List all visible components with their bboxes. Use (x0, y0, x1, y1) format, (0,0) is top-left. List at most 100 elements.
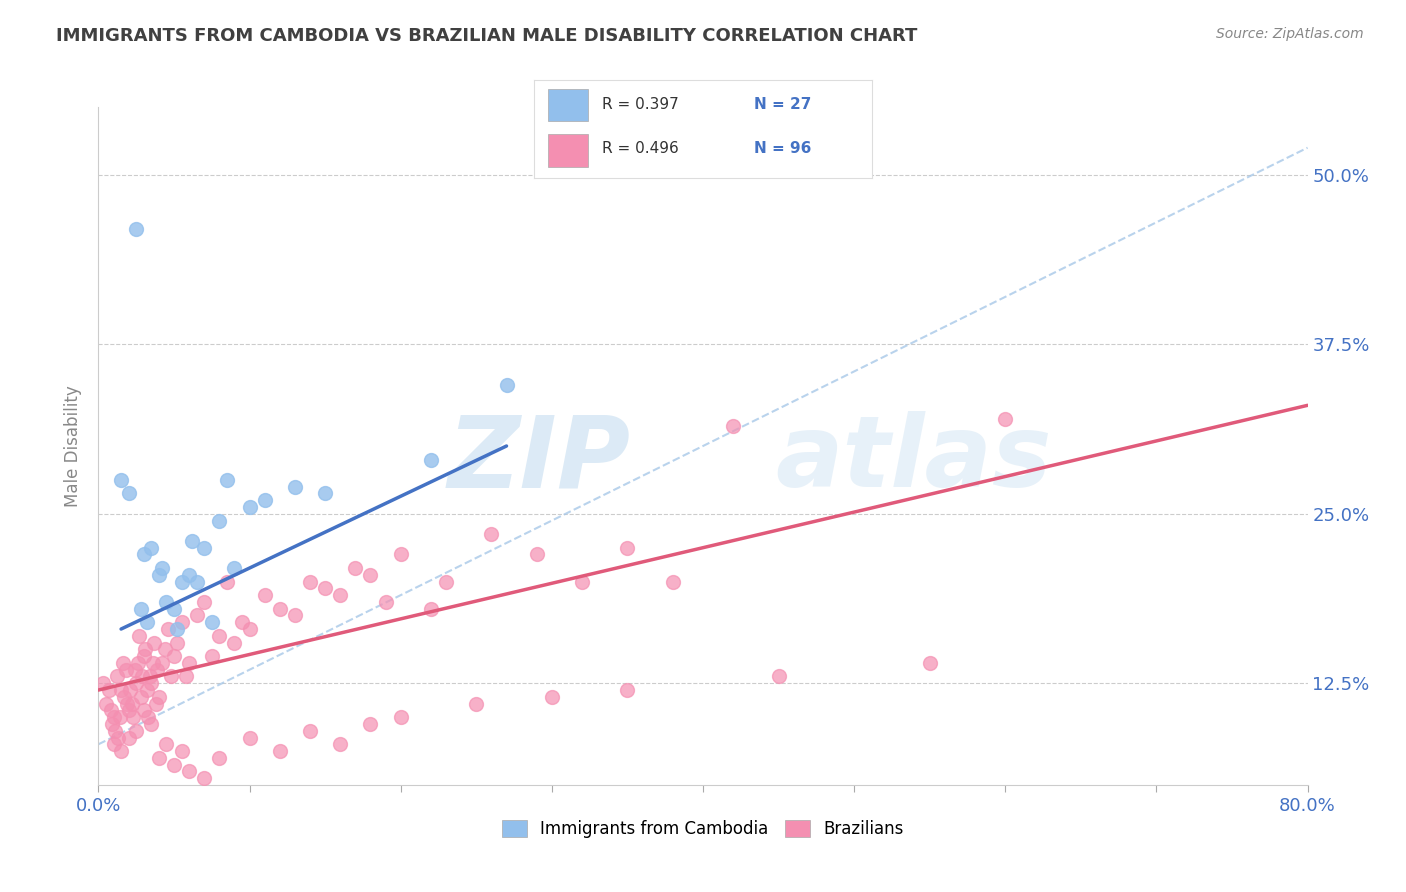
Point (110, 473, 132, 487)
Point (141, 717, 163, 731)
Point (142, 656, 165, 670)
Point (344, 561, 367, 575)
Point (135, 683, 157, 698)
Point (201, 615, 224, 630)
Point (146, 663, 169, 677)
Point (434, 574, 457, 589)
Point (314, 582, 336, 596)
Point (495, 378, 517, 392)
Point (179, 567, 201, 582)
Point (155, 595, 177, 609)
Bar (548, 89, 588, 121)
Point (170, 615, 193, 630)
Point (253, 493, 276, 508)
Point (170, 744, 193, 758)
Point (420, 452, 443, 467)
Point (360, 717, 382, 731)
Point (103, 710, 125, 724)
Point (253, 588, 276, 602)
Point (616, 541, 638, 555)
Point (141, 541, 163, 555)
Point (143, 635, 166, 649)
Point (136, 710, 159, 724)
Point (141, 676, 163, 690)
Point (994, 412, 1017, 426)
Point (723, 418, 745, 433)
Point (148, 751, 170, 765)
Point (215, 574, 238, 589)
Point (121, 697, 143, 711)
Point (108, 710, 131, 724)
Point (101, 717, 124, 731)
Point (132, 649, 155, 664)
Point (239, 622, 262, 636)
Point (114, 663, 136, 677)
Point (118, 703, 141, 717)
Point (208, 629, 231, 643)
Point (122, 710, 145, 724)
Point (269, 601, 291, 615)
Point (94, 697, 117, 711)
Point (148, 567, 170, 582)
Point (224, 561, 246, 575)
Point (150, 656, 173, 670)
Point (918, 656, 941, 670)
Point (186, 574, 208, 589)
Point (125, 723, 148, 738)
Point (208, 514, 231, 528)
Point (231, 615, 253, 630)
Point (284, 608, 307, 623)
Legend: Immigrants from Cambodia, Brazilians: Immigrants from Cambodia, Brazilians (495, 813, 911, 845)
Point (125, 222, 148, 236)
Text: Source: ZipAtlas.com: Source: ZipAtlas.com (1216, 27, 1364, 41)
Point (179, 764, 201, 779)
Point (110, 744, 132, 758)
Point (179, 656, 201, 670)
Text: IMMIGRANTS FROM CAMBODIA VS BRAZILIAN MALE DISABILITY CORRELATION CHART: IMMIGRANTS FROM CAMBODIA VS BRAZILIAN MA… (56, 27, 918, 45)
Point (155, 737, 177, 751)
Point (129, 690, 152, 704)
Point (299, 723, 322, 738)
Point (115, 697, 138, 711)
Text: N = 27: N = 27 (754, 97, 811, 112)
Point (299, 574, 322, 589)
Point (616, 683, 638, 698)
Text: N = 96: N = 96 (754, 142, 811, 156)
Point (166, 635, 188, 649)
Point (269, 744, 291, 758)
Point (329, 737, 352, 751)
Point (571, 574, 593, 589)
Point (105, 669, 128, 683)
Point (135, 615, 157, 630)
Point (103, 737, 125, 751)
Point (329, 588, 352, 602)
Point (131, 669, 153, 683)
Point (134, 642, 156, 657)
Point (215, 473, 238, 487)
Point (112, 690, 135, 704)
Point (163, 601, 186, 615)
Point (360, 567, 382, 582)
Point (128, 629, 150, 643)
Point (127, 656, 149, 670)
Point (156, 622, 179, 636)
Point (201, 649, 224, 664)
Point (314, 486, 336, 500)
Point (420, 601, 443, 615)
Point (100, 703, 122, 717)
Point (118, 486, 141, 500)
Point (174, 669, 197, 683)
Text: R = 0.397: R = 0.397 (602, 97, 679, 112)
Point (145, 697, 167, 711)
Point (768, 669, 790, 683)
Point (104, 723, 127, 738)
Text: ZIP: ZIP (447, 411, 630, 508)
Point (125, 676, 148, 690)
Point (181, 533, 204, 548)
Point (166, 622, 188, 636)
Point (193, 771, 215, 785)
Point (389, 710, 412, 724)
Point (139, 669, 162, 683)
Point (160, 669, 183, 683)
Point (132, 703, 155, 717)
